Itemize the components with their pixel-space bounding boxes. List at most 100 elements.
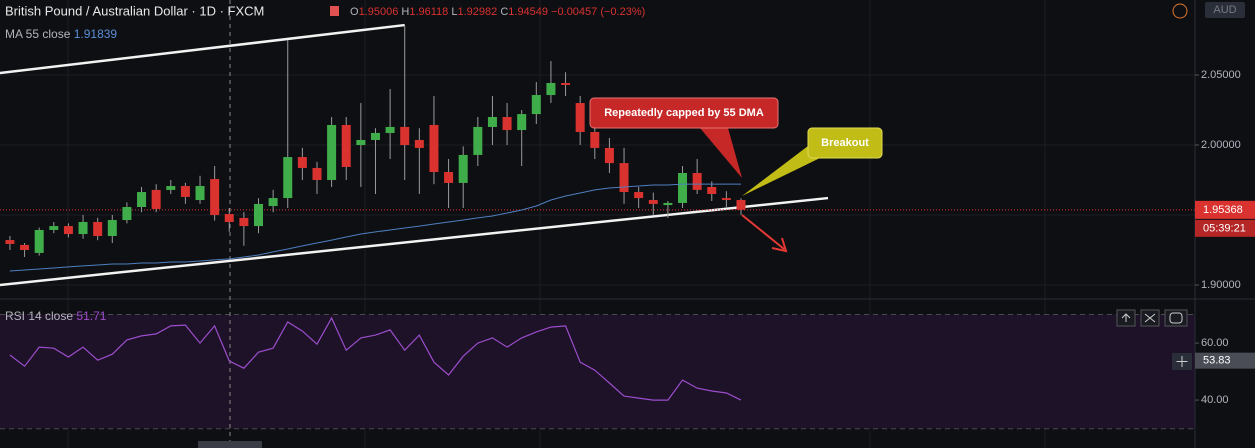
symbol-title: British Pound / Australian Dollar · 1D ·… [5,3,264,18]
y-tick-label: 2.05000 [1201,69,1241,81]
candle-body [370,132,380,140]
rsi-tag-label: 53.83 [1203,355,1231,367]
legend-part: 1.94549 [508,6,548,18]
y-tick-label: 1.90000 [1201,279,1241,291]
candle-body [487,117,497,127]
legend-part: L [451,6,457,18]
candle-body [736,200,746,210]
rsi-legend: RSI 14 close 51.71 [5,309,107,323]
legend-part: MA 55 close [5,27,71,41]
ma-legend: MA 55 close 1.91839 [5,27,117,41]
candle-body [327,124,337,181]
price-tag-label: 1.95368 [1203,204,1243,216]
candle-body [93,221,103,236]
candle-body [239,217,249,227]
y-tick-label: 40.00 [1201,394,1229,406]
candle-body [341,124,351,167]
header: British Pound / Australian Dollar · 1D ·… [5,2,1245,323]
candle-body [5,240,15,244]
candle-body [20,244,30,250]
price-tag [1195,200,1255,219]
candle-body [254,203,264,227]
candle-body [414,139,424,148]
legend-part: 1.96118 [409,6,448,18]
legend-part: 1.92982 [457,6,497,18]
legend-part: C [500,6,508,18]
candle-body [561,83,571,85]
y-tick-label: 2.00000 [1201,139,1241,151]
legend-part: 51.71 [76,309,106,323]
callout-box [807,127,883,159]
candle-body [297,157,307,168]
callout-pointer [700,128,742,178]
candle-body [195,186,205,201]
candle-body [356,139,366,146]
candle-body [78,221,88,235]
candle-body [429,124,439,173]
ohlc-legend: O1.95006 H1.96118 L1.92982 C1.94549 −0.0… [350,6,645,18]
legend-part: 1.91839 [74,27,118,41]
alert-icon [1172,3,1188,19]
candle-body [458,154,468,183]
timer-label: 05:39:21 [1203,222,1246,234]
candle-body [619,163,629,193]
candle-body [444,172,454,183]
callout-text: Repeatedly capped by 55 DMA [604,107,764,119]
candle-body [707,187,717,195]
candle-body [531,95,541,115]
trendline [0,196,829,287]
candle-body [590,131,600,148]
candle-body [210,179,220,215]
icon [1144,313,1156,323]
candle-body [268,198,278,207]
candle-body [721,198,731,201]
arrow-head [771,237,788,253]
icon [1169,312,1183,324]
candle-body [692,173,702,190]
callout-text: Breakout [821,137,869,149]
currency-button[interactable] [1205,2,1245,18]
candle-body [502,117,512,131]
timer-tag [1195,219,1255,237]
rsi-tag [1195,352,1255,369]
plot [0,23,1195,401]
candle-body [224,214,234,222]
trendline [0,23,405,75]
pane-buttons [1116,309,1192,370]
candle-body [634,192,644,199]
candle-body [648,200,658,204]
candle-body [34,229,44,253]
candle-body [283,157,293,199]
candle-body [473,126,483,155]
candle-body [385,126,395,133]
legend-part: H [401,6,409,18]
currency-label: AUD [1213,4,1236,16]
arrow [741,214,785,250]
candle-body [122,207,132,221]
candle-body [517,114,527,131]
y-tick-label: 60.00 [1201,337,1229,349]
candle-body [166,186,176,190]
maximize-button[interactable] [1164,309,1188,327]
candle-body [63,226,73,235]
icon [1121,313,1131,322]
candle-body [678,173,688,203]
candle-body [107,220,117,236]
callout-pointer [742,146,820,196]
candle-body [663,202,673,206]
callout-box [589,97,779,129]
candle-body [49,226,59,230]
flag-icon [330,6,339,16]
rsi-line [9,316,742,401]
legend-part: 1.95006 [359,6,399,18]
icon [1176,356,1188,367]
candle-body [312,167,322,181]
candle-body [604,147,614,164]
candle-body [400,126,410,146]
candle-body [575,103,585,132]
scrollbar[interactable] [198,441,262,448]
candle-body [137,192,147,208]
legend-part: O [350,6,359,18]
legend-part: RSI 14 close [5,309,73,323]
